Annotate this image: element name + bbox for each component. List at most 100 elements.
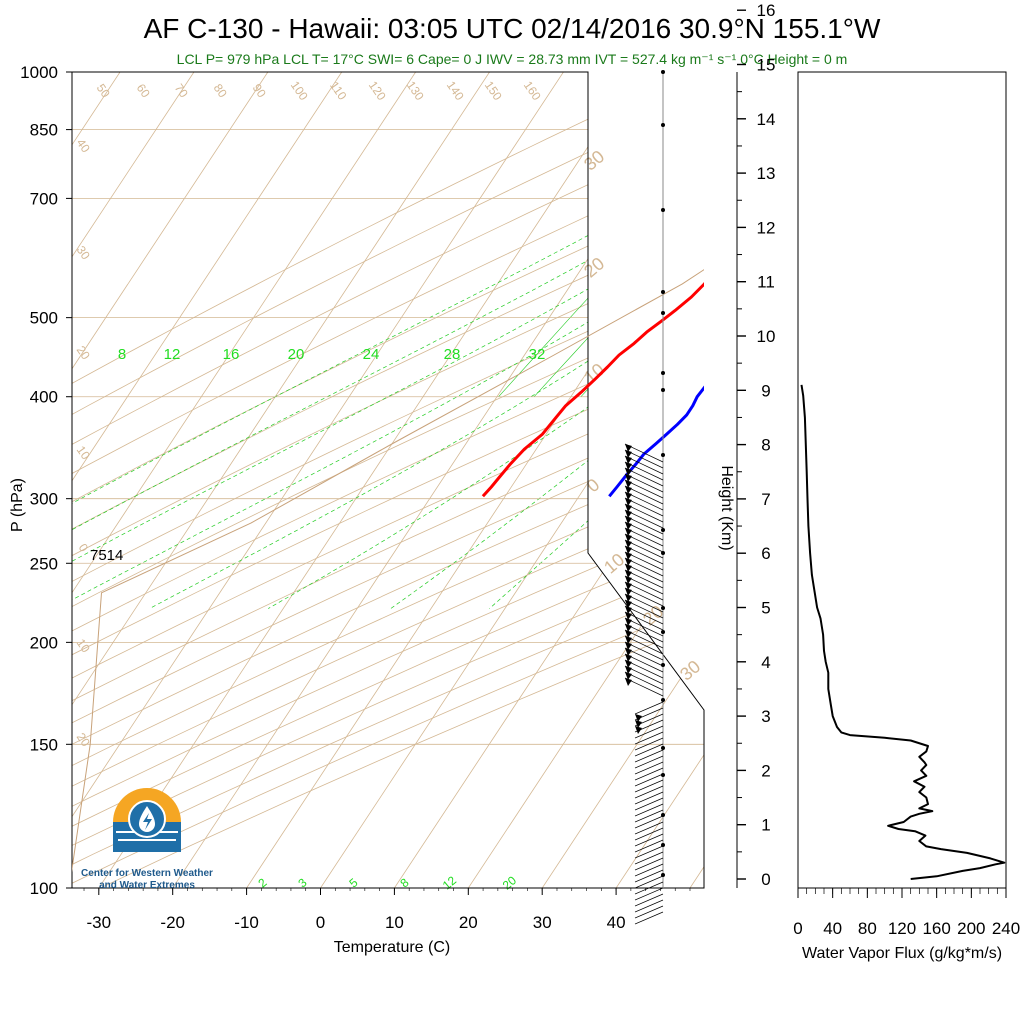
dry-adiabat-label: 110 [327, 79, 350, 103]
moist-adiabat-line [72, 72, 704, 609]
isotherm-line [443, 72, 704, 888]
moist-adiabat-line [72, 72, 704, 609]
wind-barb-flag [625, 528, 632, 536]
wind-barbs [624, 70, 665, 925]
height-tick-label: 12 [757, 218, 776, 237]
wind-barb-flag [625, 552, 632, 560]
wind-barb-flag [625, 504, 632, 512]
wind-barb [634, 719, 664, 733]
mixing-ratio-line [533, 72, 704, 397]
wind-barb-flag [625, 498, 632, 506]
wind-barb-flag [625, 558, 632, 566]
wind-barb [634, 785, 664, 799]
wind-barb [634, 749, 664, 763]
pressure-tick-label: 1000 [20, 63, 58, 82]
pressure-tick-label: 150 [30, 735, 58, 754]
isotherm-line [221, 72, 704, 888]
wind-barb [634, 809, 664, 823]
wind-barb [634, 875, 664, 889]
isotherm-line [295, 72, 704, 888]
wind-barb [634, 911, 664, 925]
wind-barb [634, 833, 664, 847]
flux-panel-frame [797, 71, 1007, 889]
isotherm-line [72, 72, 502, 888]
isotherm-line [739, 55, 1024, 926]
temperature-axis: -30 -20 -10 0 10 20 30 40 [83, 888, 691, 932]
mixing-ratio-top-label: 32 [529, 346, 546, 363]
isotherm-left-label: 40 [74, 136, 93, 155]
flux-tick-label: 200 [957, 919, 985, 938]
wind-barb-flag [625, 582, 632, 590]
wind-barb [634, 731, 664, 745]
moist-adiabat-line [149, 72, 704, 609]
height-tick-label: 10 [757, 327, 776, 346]
wind-barb-flag [625, 534, 632, 542]
dry-adiabat-label: 50 [94, 81, 113, 100]
wind-barb-flag [635, 714, 642, 722]
dry-adiabat-line [72, 72, 704, 888]
wind-barb [634, 905, 664, 919]
wind-level-dot [661, 773, 665, 777]
wind-level-dot [661, 873, 665, 877]
wind-barb-flag [625, 462, 632, 470]
wind-barb-flag [625, 594, 632, 602]
cw3e-logo: Center for Western Weather and Water Ext… [81, 788, 213, 891]
wind-barb-flag [625, 516, 632, 524]
flux-axis-label: Water Vapor Flux (g/kg*m/s) [802, 945, 1002, 962]
temperature-tick-label: 20 [459, 913, 478, 932]
wind-barb-flag [625, 612, 632, 620]
height-tick-label: 14 [757, 110, 776, 129]
wind-level-dot [661, 843, 665, 847]
wind-barb [634, 857, 664, 871]
wind-barb-flag [625, 642, 632, 650]
height-tick-label: 2 [761, 761, 770, 780]
mixing-ratio-line [740, 55, 1024, 397]
height-tick-label: 8 [761, 436, 770, 455]
mixing-ratio-line [772, 55, 1024, 397]
wind-barb-flag [625, 540, 632, 548]
flux-series [800, 384, 1006, 880]
temperature-tick-label: -30 [87, 913, 112, 932]
wind-level-dot [661, 70, 665, 74]
flux-tick-label: 40 [823, 919, 842, 938]
mixing-ratio-top-label: 8 [118, 346, 126, 363]
wind-barb-flag [625, 570, 632, 578]
wind-barb [634, 743, 664, 757]
wind-barb [634, 797, 664, 811]
wind-level-dot [661, 311, 665, 315]
wind-barb-flag [625, 456, 632, 464]
wind-barb-flag [625, 510, 632, 518]
wind-barb-flag [625, 600, 632, 608]
wind-barb-flag [625, 492, 632, 500]
pressure-tick-label: 700 [30, 189, 58, 208]
height-tick-label: 5 [761, 599, 770, 618]
pressure-tick-label: 200 [30, 633, 58, 652]
wind-barb-flag [625, 636, 632, 644]
moist-adiabat-line [72, 72, 704, 609]
wind-barb-flag [625, 564, 632, 572]
temperature-tick-label: 0 [316, 913, 325, 932]
wind-barb-flag [635, 726, 642, 734]
wind-barb-flag [625, 618, 632, 626]
wind-level-dot [661, 528, 665, 532]
pressure-tick-label: 100 [30, 879, 58, 898]
wind-barb [634, 845, 664, 859]
series-parcel [72, 269, 704, 873]
isotherm-line [72, 72, 428, 888]
dry-adiabat-label: 80 [211, 81, 230, 100]
dry-adiabat-label: 90 [250, 81, 269, 100]
wind-level-dot [661, 123, 665, 127]
flux-tick-label: 240 [992, 919, 1020, 938]
dry-adiabat-line [72, 72, 704, 888]
wind-barb-flag [625, 660, 632, 668]
temperature-tick-label: -10 [234, 913, 259, 932]
isotherm-line [591, 72, 704, 888]
wind-barb [634, 707, 664, 721]
wind-level-dot [661, 606, 665, 610]
wind-level-dot [661, 630, 665, 634]
height-axis-label: Height (Km) [718, 465, 735, 550]
isotherm-right-label: 0 [583, 475, 604, 497]
height-tick-label: 11 [757, 273, 775, 292]
wind-barb-flag [635, 720, 642, 728]
